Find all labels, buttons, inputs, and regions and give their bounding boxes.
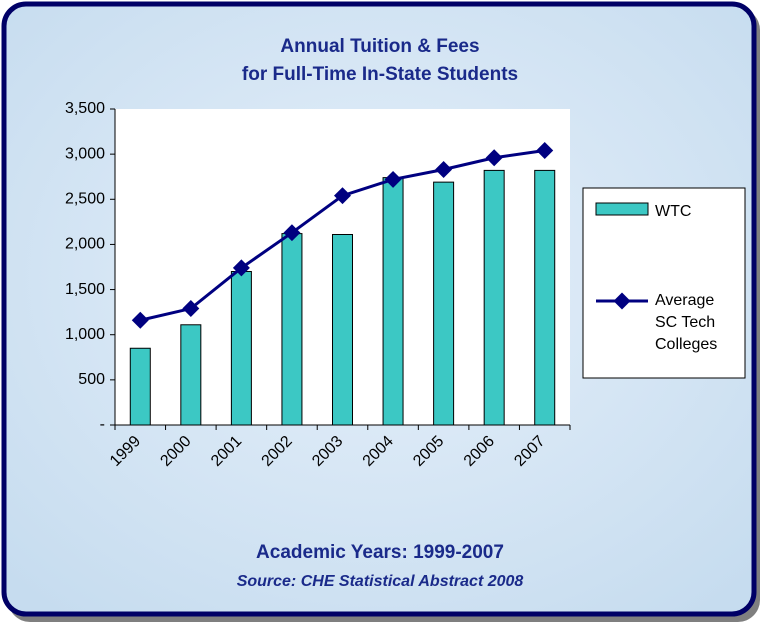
y-tick-label: 1,000 (65, 326, 105, 343)
marker (536, 142, 554, 160)
bar (483, 169, 505, 426)
chart-title: for Full-Time In-State Students (242, 64, 518, 85)
y-tick-label: 1,500 (65, 281, 105, 298)
marker (232, 259, 250, 277)
marker (182, 300, 200, 318)
marker (131, 311, 149, 329)
bar (382, 177, 404, 426)
bar (180, 324, 202, 426)
bar (433, 181, 455, 426)
marker (334, 187, 351, 205)
y-tick-label: 3,000 (65, 145, 105, 162)
marker (283, 224, 301, 242)
marker (485, 149, 503, 167)
legend-label: WTC (655, 203, 692, 220)
y-tick-label: - (100, 416, 105, 433)
footer-source: Source: CHE Statistical Abstract 2008 (237, 573, 524, 590)
bar (129, 347, 151, 426)
y-tick-label: 500 (78, 371, 105, 388)
y-tick-label: 3,500 (65, 100, 105, 117)
bar (281, 233, 303, 426)
y-tick-label: 2,500 (65, 191, 105, 208)
legend-swatch (595, 202, 649, 216)
chart-title: Annual Tuition & Fees (280, 36, 479, 57)
bar (230, 271, 252, 426)
legend-box (582, 187, 746, 379)
bar (534, 169, 556, 426)
legend-marker (613, 292, 631, 310)
legend-label: Average SC Tech Colleges (655, 292, 718, 353)
marker (384, 170, 402, 188)
marker (435, 161, 453, 178)
bar (332, 233, 353, 426)
y-tick-label: 2,000 (65, 236, 105, 253)
footer-title: Academic Years: 1999-2007 (256, 542, 504, 563)
